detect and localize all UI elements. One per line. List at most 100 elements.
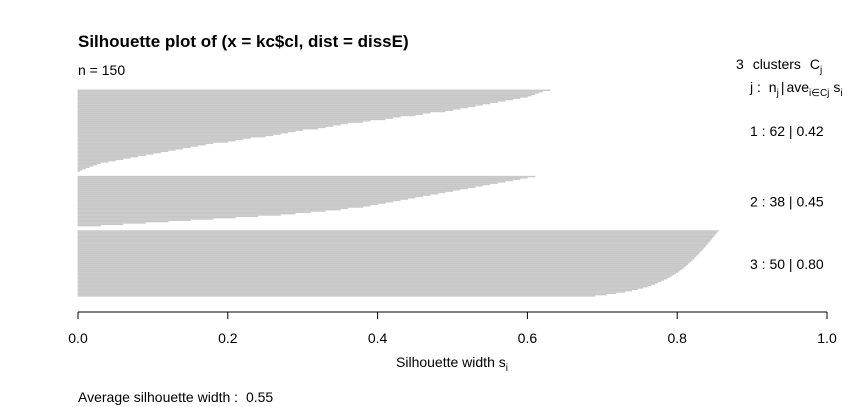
silhouette-bar xyxy=(77,183,491,186)
silhouette-bar xyxy=(77,190,453,192)
x-tick-label: 0.2 xyxy=(218,330,238,346)
silhouette-bar xyxy=(77,118,386,121)
silhouette-bar xyxy=(77,203,379,206)
silhouette-bar xyxy=(77,159,116,162)
silhouette-bar xyxy=(77,186,476,188)
silhouette-bar xyxy=(77,124,341,126)
silhouette-bar xyxy=(77,293,607,296)
silhouette-bar xyxy=(77,182,498,184)
silhouette-bar xyxy=(77,288,638,291)
silhouette-bar xyxy=(77,108,461,110)
silhouette-bar xyxy=(77,140,236,142)
x-tick-label: 0.0 xyxy=(68,330,88,346)
silhouette-bar xyxy=(77,162,101,164)
silhouette-bar xyxy=(77,197,416,199)
col-s-sub: i xyxy=(840,88,842,99)
silhouette-bar xyxy=(77,93,536,95)
silhouette-bar xyxy=(77,126,326,129)
silhouette-bar xyxy=(77,206,364,208)
silhouette-bar xyxy=(77,195,423,198)
silhouette-bar xyxy=(77,285,648,288)
silhouette-bar xyxy=(77,223,124,226)
silhouette-bar xyxy=(77,260,692,263)
silhouette-bar xyxy=(77,247,704,249)
silhouette-bar xyxy=(77,240,710,243)
silhouette-bar xyxy=(77,230,719,232)
silhouette-bar xyxy=(77,216,236,219)
silhouette-bar xyxy=(77,101,498,103)
silhouette-bar xyxy=(77,153,154,155)
silhouette-bar xyxy=(77,262,690,264)
silhouette-bar xyxy=(77,165,94,167)
silhouette-bar xyxy=(77,251,701,253)
silhouette-bar xyxy=(77,181,506,183)
silhouette-bar xyxy=(77,170,80,172)
silhouette-bar xyxy=(77,284,652,287)
silhouette-bar xyxy=(77,136,266,138)
silhouette-bar xyxy=(77,187,468,190)
silhouette-bar xyxy=(77,199,401,202)
silhouette-bar xyxy=(77,231,718,233)
clusters-symbol-sub: j xyxy=(819,65,822,76)
silhouette-bar xyxy=(77,155,139,158)
col-s: s xyxy=(833,79,840,95)
n-label: n = 150 xyxy=(78,62,125,78)
silhouette-bar xyxy=(77,110,446,113)
silhouette-bar xyxy=(77,157,131,159)
silhouette-bar xyxy=(77,178,521,180)
silhouette-bar xyxy=(77,133,281,135)
silhouette-bar xyxy=(77,120,371,122)
silhouette-bar xyxy=(77,163,98,166)
silhouette-bar xyxy=(77,90,543,93)
silhouette-bar xyxy=(77,236,713,239)
col-n: n xyxy=(769,79,777,95)
col-j: j : xyxy=(749,79,761,95)
silhouette-bar xyxy=(77,151,161,154)
silhouette-bar xyxy=(77,185,483,187)
silhouette-bar xyxy=(77,282,659,284)
cluster-summaries: 1 : 62 | 0.42 2 : 38 | 0.45 3 : 50 | 0.80 xyxy=(750,123,824,272)
cluster-summary-1: 1 : 62 | 0.42 xyxy=(750,123,824,139)
silhouette-bar xyxy=(77,166,90,168)
silhouette-bar xyxy=(77,263,689,265)
average-value: 0.55 xyxy=(246,389,273,405)
silhouette-bar xyxy=(77,292,617,295)
silhouette-bar xyxy=(77,117,393,119)
silhouette-bar xyxy=(77,254,698,256)
silhouette-bar xyxy=(77,207,349,210)
silhouette-bar xyxy=(77,122,349,125)
col-ave: ave xyxy=(786,79,809,95)
silhouette-bar xyxy=(77,214,281,216)
silhouette-bar xyxy=(77,154,146,157)
silhouette-bar xyxy=(77,116,401,118)
silhouette-bar xyxy=(77,134,274,137)
silhouette-bar xyxy=(77,98,513,101)
silhouette-bar xyxy=(77,212,296,215)
silhouette-bar xyxy=(77,246,706,248)
silhouette-bar xyxy=(77,295,596,297)
silhouette-bar xyxy=(77,220,169,223)
silhouette-bar xyxy=(77,141,229,143)
silhouette-bar xyxy=(77,258,695,260)
silhouette-bar xyxy=(77,175,536,178)
silhouette-bar xyxy=(77,272,677,275)
silhouette-bar xyxy=(77,104,483,106)
silhouette-bar xyxy=(77,112,431,114)
clusters-symbol: C xyxy=(810,56,820,72)
x-axis-label-main: Silhouette width s xyxy=(396,354,506,370)
x-axis: 0.0 0.2 0.4 0.6 0.8 1.0 xyxy=(68,311,837,346)
silhouette-bar xyxy=(77,201,393,203)
silhouette-bar xyxy=(77,150,169,153)
average-label: Average silhouette width : xyxy=(78,389,238,405)
silhouette-bar xyxy=(77,194,431,196)
average-silhouette: Average silhouette width : 0.55 xyxy=(78,389,273,405)
silhouette-bar xyxy=(77,210,326,212)
chart-title: Silhouette plot of (x = kc$cl, dist = di… xyxy=(78,32,409,51)
x-tick-label: 0.6 xyxy=(518,330,538,346)
silhouette-bar xyxy=(77,106,468,109)
silhouette-bar xyxy=(77,113,423,115)
silhouette-bar xyxy=(77,242,709,244)
silhouette-bar xyxy=(77,158,124,160)
x-axis-label: Silhouette width si xyxy=(396,354,508,374)
